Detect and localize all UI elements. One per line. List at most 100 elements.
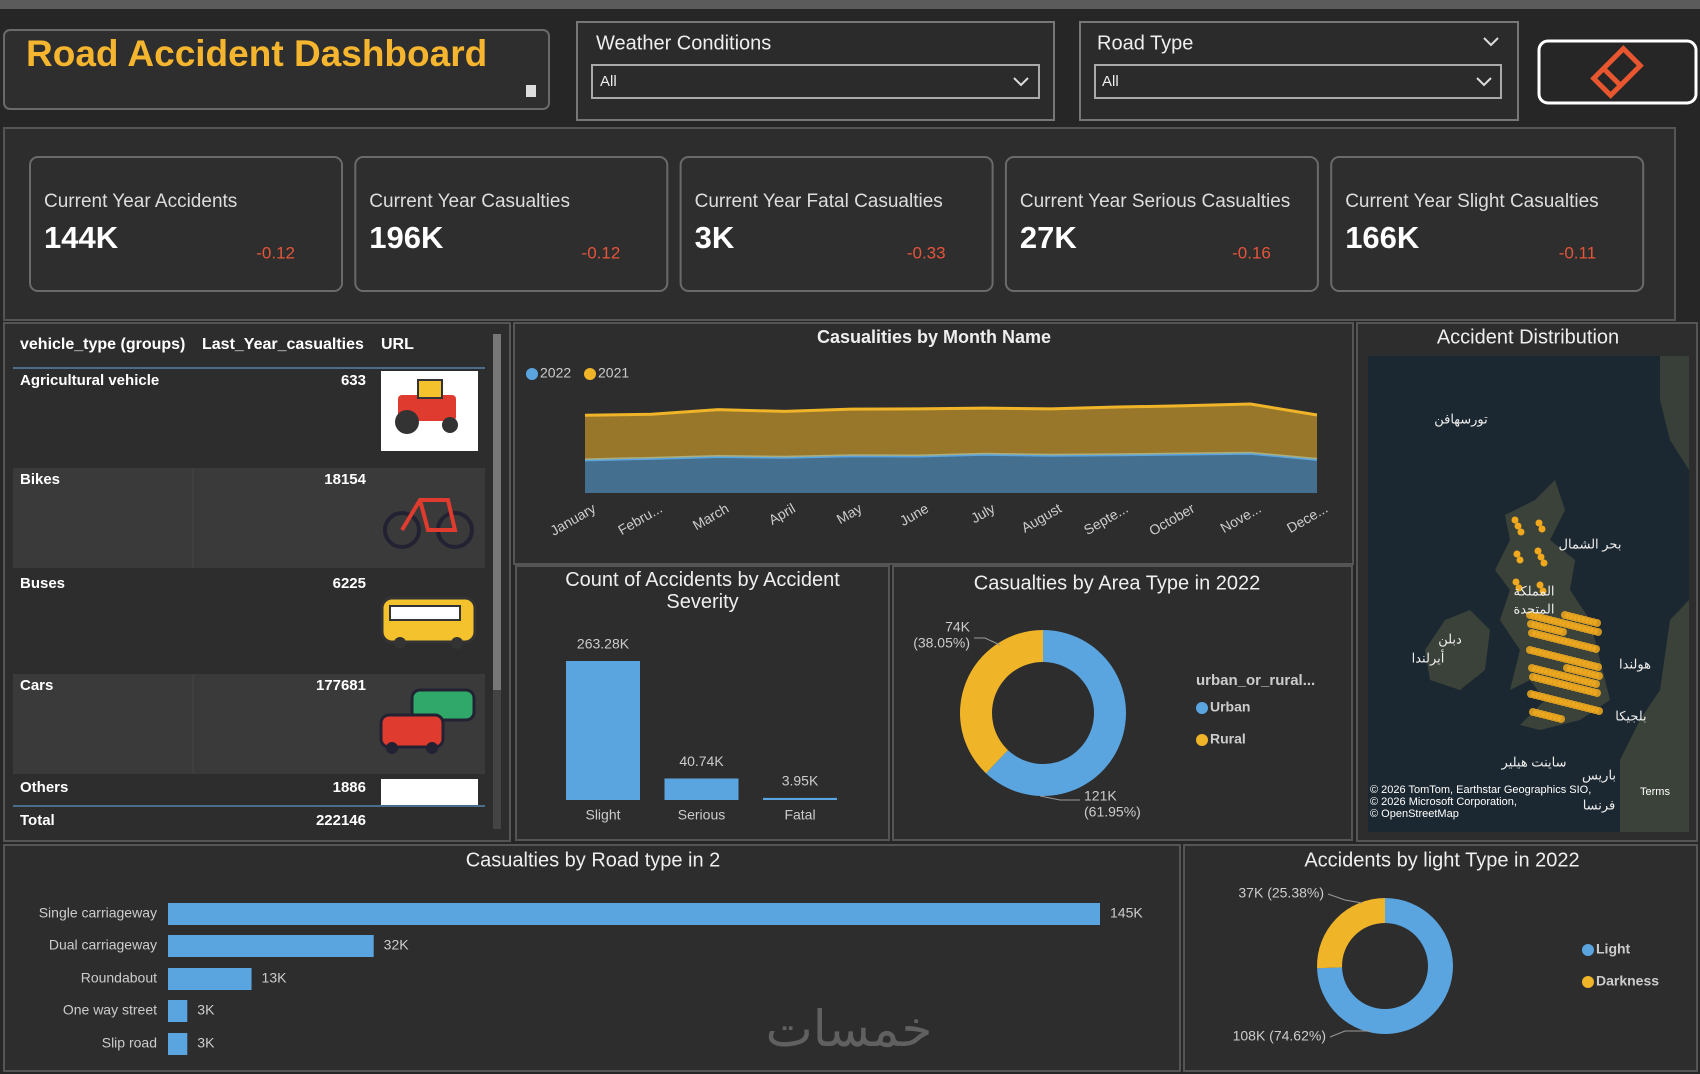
data-label: 74K <box>945 619 971 635</box>
icon-bg <box>381 779 478 806</box>
eraser-icon[interactable] <box>1590 45 1644 99</box>
tractor-wheel <box>395 410 419 434</box>
y-tick-label: Roundabout <box>81 970 157 986</box>
data-label: 145K <box>1110 905 1143 921</box>
y-tick-label: One way street <box>63 1002 157 1018</box>
kpi-change: -0.11 <box>1559 243 1597 262</box>
leader-line <box>1039 795 1080 801</box>
area <box>585 453 1317 493</box>
bike-frame <box>400 498 458 532</box>
map-dot <box>1534 547 1542 555</box>
kpi-card <box>354 156 669 292</box>
kpi-card <box>679 156 994 292</box>
map-label: المتحدة <box>1513 601 1554 616</box>
map-label: بحر الشمال <box>1559 536 1622 552</box>
eraser-line[interactable] <box>1601 66 1623 88</box>
chevron[interactable] <box>1476 77 1492 87</box>
dropdown-value[interactable]: All <box>1102 73 1119 90</box>
dropdown[interactable] <box>591 64 1040 99</box>
map-dots <box>1511 516 1603 723</box>
table-header: URL <box>381 336 414 353</box>
tractor-wheel <box>442 417 458 433</box>
bar <box>168 935 374 957</box>
map-dot <box>1595 707 1603 715</box>
legend-marker <box>1196 734 1208 746</box>
map-dot <box>1512 578 1520 586</box>
map-dot <box>1593 689 1601 697</box>
chart-title: Casualties by Area Type in 2022 <box>974 572 1260 594</box>
kpi-value: 196K <box>369 220 444 255</box>
data-label: 40.74K <box>679 753 724 769</box>
map-dot <box>1537 553 1545 561</box>
land <box>1495 480 1610 730</box>
kpi-label: Current Year Casualties <box>369 191 570 212</box>
cell: Bikes <box>20 471 60 488</box>
map-dot <box>1592 680 1600 688</box>
legend-label: 2022 <box>540 365 571 381</box>
map-dot <box>1595 672 1603 680</box>
map-dot <box>1594 663 1602 671</box>
map-dot <box>1513 550 1521 558</box>
cell: Others <box>20 779 68 796</box>
donut-slice <box>1317 898 1453 1034</box>
clear-button[interactable] <box>1537 39 1698 105</box>
data-label: (38.05%) <box>913 635 970 651</box>
car-icon <box>379 713 445 749</box>
map-dot <box>1515 584 1523 592</box>
legend-label: 2021 <box>598 365 629 381</box>
leader-line <box>974 637 1001 646</box>
cell: 6225 <box>333 575 366 592</box>
kpi-value: 166K <box>1345 220 1420 255</box>
kpi-value: 3K <box>695 220 735 255</box>
filter-label: Road Type <box>1097 32 1193 54</box>
area <box>585 404 1317 460</box>
bar <box>168 1033 188 1055</box>
x-tick-label: Serious <box>678 807 725 823</box>
map-dot <box>1514 522 1522 530</box>
bar <box>566 661 640 800</box>
area-line <box>584 451 1318 462</box>
legend-marker <box>1582 976 1594 988</box>
bar <box>168 968 252 990</box>
dashboard-title: Road Accident Dashboard <box>26 33 487 74</box>
title-box <box>3 29 550 110</box>
map-label: باريس <box>1582 767 1616 783</box>
data-label: 32K <box>384 937 410 953</box>
cell: 1886 <box>333 779 366 796</box>
x-tick-label: Fatal <box>784 807 815 823</box>
cell: 177681 <box>316 677 366 694</box>
chart-title: Casualities by Month Name <box>817 327 1051 347</box>
cell: Agricultural vehicle <box>20 372 159 389</box>
legend-label: Light <box>1596 941 1631 957</box>
chevron[interactable] <box>1483 37 1499 47</box>
kpi-change: -0.16 <box>1232 243 1271 262</box>
data-label: (61.95%) <box>1084 804 1141 820</box>
kpi-label: Current Year Accidents <box>44 191 237 212</box>
dropdown-value[interactable]: All <box>600 73 617 90</box>
scrollbar-thumb[interactable] <box>493 334 501 690</box>
donut-slice <box>960 630 1043 774</box>
y-tick-label: Single carriageway <box>39 905 157 921</box>
chart-title: Accidents by light Type in 2022 <box>1304 849 1579 871</box>
total-band <box>13 806 485 836</box>
leader-line <box>1327 893 1363 904</box>
map-dot <box>1592 645 1600 653</box>
kpi-change: -0.33 <box>907 243 946 262</box>
legend-label: Darkness <box>1596 973 1659 989</box>
map-label: ساينت هيلير <box>1501 754 1567 770</box>
map-dot <box>1535 519 1543 527</box>
watermark: خمسات <box>766 1001 933 1057</box>
cell: Buses <box>20 575 65 592</box>
map-label: فرنسا <box>1583 797 1616 813</box>
data-label: 121K <box>1084 788 1117 804</box>
eraser-body[interactable] <box>1590 45 1644 99</box>
chevron[interactable] <box>1013 77 1029 87</box>
cell: 633 <box>341 372 366 389</box>
kpi-card <box>1004 156 1319 292</box>
kpi-value: 144K <box>44 220 119 255</box>
map-attribution: © 2026 TomTom, Earthstar Geographics SIO… <box>1370 784 1591 796</box>
dropdown[interactable] <box>1094 64 1502 99</box>
car-wheel <box>426 742 438 754</box>
kpi-value: 27K <box>1020 220 1077 255</box>
total-cell: Total <box>20 812 55 829</box>
